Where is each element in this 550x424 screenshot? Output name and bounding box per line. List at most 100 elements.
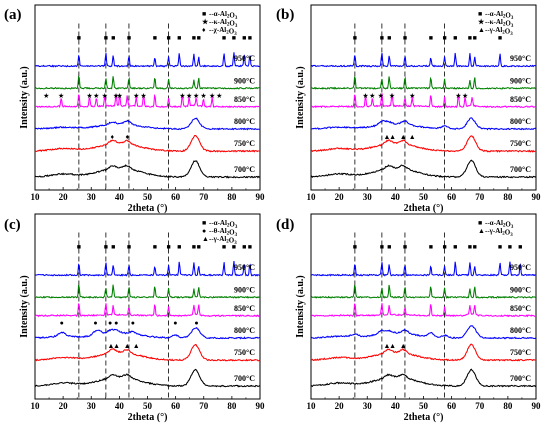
phase-marker: ■: [468, 34, 472, 42]
temperature-label: 700°C: [234, 165, 255, 174]
phase-marker: ■: [442, 243, 446, 251]
temperature-label: 700°C: [510, 374, 531, 383]
phase-marker: ■: [232, 34, 236, 42]
x-tick-label: 30: [87, 401, 97, 411]
phase-marker: ■: [111, 243, 115, 251]
phase-marker: ★: [409, 92, 415, 100]
temperature-label: 750°C: [234, 139, 255, 148]
x-tick-label: 80: [227, 192, 237, 202]
temperature-label: 850°C: [510, 95, 531, 104]
legend-symbol: ■: [202, 10, 206, 18]
legend-symbol: ■: [478, 10, 482, 18]
x-tick-label: 60: [171, 192, 181, 202]
x-tick-label: 40: [391, 401, 401, 411]
x-tick-label: 20: [59, 401, 69, 411]
series-line: [310, 93, 537, 109]
legend-symbol: ■: [202, 219, 206, 227]
x-tick-label: 40: [115, 401, 125, 411]
phase-marker: ▲: [383, 133, 390, 141]
phase-marker: ★: [369, 92, 375, 100]
y-axis-title: Intensity (a.u.): [295, 275, 306, 338]
phase-marker: ▲: [113, 342, 120, 350]
legend-label: --κ-Al2O3: [485, 18, 514, 29]
phase-marker: ■: [248, 243, 252, 251]
phase-marker: ★: [133, 92, 139, 100]
phase-marker: ■: [166, 243, 170, 251]
phase-marker: ■: [77, 34, 81, 42]
phase-marker: ■: [222, 34, 226, 42]
series-line: [310, 325, 537, 340]
y-axis-title: Intensity (a.u.): [295, 66, 306, 129]
phase-marker: ■: [380, 243, 384, 251]
phase-marker: ★: [209, 92, 215, 100]
phase-marker: ■: [453, 243, 457, 251]
series-line: [310, 303, 537, 318]
phase-marker: ■: [380, 34, 384, 42]
temperature-label: 800°C: [510, 117, 531, 126]
phase-marker: ■: [104, 243, 108, 251]
phase-marker: ■: [127, 34, 131, 42]
legend-label: --χ-Al2O3: [209, 26, 237, 37]
phase-marker: ■: [518, 243, 522, 251]
legend-symbol: ★: [478, 18, 485, 26]
phase-marker: ■: [403, 243, 407, 251]
series-line: [310, 343, 537, 362]
series-line: [310, 261, 537, 277]
series-line: [34, 343, 261, 362]
phase-marker: ■: [232, 243, 236, 251]
x-axis-title: 2theta (°): [404, 412, 444, 423]
phase-marker: ★: [378, 92, 384, 100]
phase-marker: ■: [153, 34, 157, 42]
series-line: [310, 159, 537, 179]
x-tick-label: 10: [307, 401, 317, 411]
phase-marker: ♦: [125, 133, 129, 141]
phase-marker: ■: [468, 243, 472, 251]
y-axis-title: Intensity (a.u.): [19, 66, 30, 129]
phase-marker: ★: [216, 92, 222, 100]
x-tick-label: 90: [532, 192, 542, 202]
x-tick-label: 90: [256, 192, 266, 202]
x-tick-label: 30: [87, 192, 97, 202]
phase-marker: ■: [403, 34, 407, 42]
phase-marker: ●: [108, 319, 112, 327]
phase-marker: ▲: [133, 342, 140, 350]
phase-marker: ■: [453, 34, 457, 42]
temperature-label: 800°C: [510, 326, 531, 335]
phase-marker: ■: [192, 243, 196, 251]
phase-marker: ▲: [400, 133, 407, 141]
legend-label: --γ-Al2O3: [209, 235, 237, 246]
phase-marker: ■: [387, 243, 391, 251]
phase-marker: ■: [177, 243, 181, 251]
phase-marker: ★: [462, 92, 468, 100]
series-line: [34, 117, 261, 131]
legend-symbol: ★: [202, 18, 209, 26]
phase-marker: ★: [102, 92, 108, 100]
temperature-label: 900°C: [510, 285, 531, 294]
phase-marker: ▲: [400, 342, 407, 350]
series-line: [310, 52, 537, 68]
legend-label: --γ-Al2O3: [485, 227, 513, 238]
phase-marker: ★: [455, 92, 461, 100]
legend-symbol: ▲: [202, 235, 209, 243]
phase-marker: ■: [127, 243, 131, 251]
phase-marker: ♦: [111, 133, 115, 141]
temperature-label: 800°C: [234, 117, 255, 126]
phase-marker: ■: [77, 243, 81, 251]
series-line: [34, 284, 261, 299]
x-axis-title: 2theta (°): [404, 203, 444, 214]
panel-label: (c): [4, 217, 21, 233]
phase-marker: ●: [173, 319, 177, 327]
phase-marker: ■: [197, 243, 201, 251]
phase-marker: ★: [193, 92, 199, 100]
phase-marker: ★: [86, 92, 92, 100]
legend-symbol: ●: [202, 227, 206, 235]
temperature-label: 700°C: [510, 165, 531, 174]
phase-marker: ■: [153, 243, 157, 251]
phase-marker: ■: [104, 34, 108, 42]
series-line: [34, 160, 261, 179]
series-line: [310, 284, 537, 299]
temperature-label: 850°C: [234, 304, 255, 313]
